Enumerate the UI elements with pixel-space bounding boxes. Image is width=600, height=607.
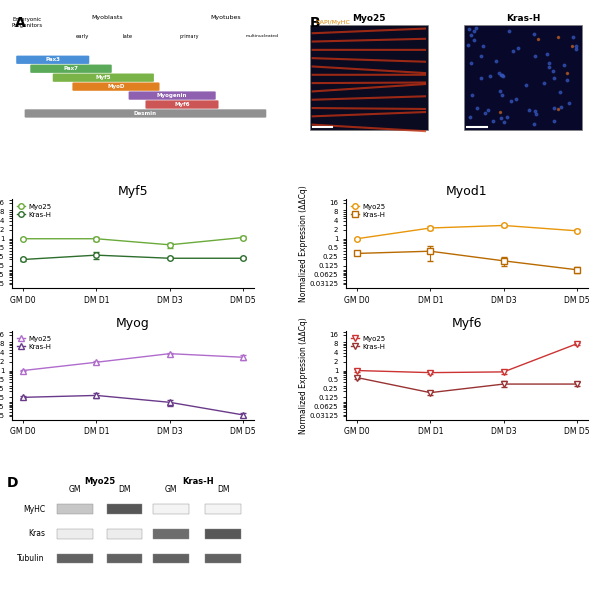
Legend: Myo25, Kras-H: Myo25, Kras-H: [349, 334, 386, 351]
FancyBboxPatch shape: [145, 100, 218, 109]
Text: DAPI/MyHC: DAPI/MyHC: [316, 20, 350, 25]
Text: primary: primary: [179, 34, 199, 39]
FancyBboxPatch shape: [30, 64, 112, 73]
Text: Myo25: Myo25: [352, 14, 386, 23]
Bar: [153, 554, 189, 563]
Bar: [205, 554, 241, 563]
Text: Myf6: Myf6: [174, 102, 190, 107]
Bar: [310, 25, 428, 130]
Bar: [57, 554, 93, 563]
Text: GM: GM: [69, 485, 82, 493]
Bar: [153, 529, 189, 538]
Text: DM: DM: [118, 485, 131, 493]
Text: GM: GM: [165, 485, 178, 493]
Text: MyoD: MyoD: [107, 84, 125, 89]
Text: Pax7: Pax7: [64, 66, 79, 71]
Text: Embryonic
Progenitors: Embryonic Progenitors: [12, 17, 43, 28]
Legend: Myo25, Kras-H: Myo25, Kras-H: [16, 334, 52, 351]
Text: late: late: [122, 34, 132, 39]
FancyBboxPatch shape: [128, 92, 216, 100]
Text: DM: DM: [217, 485, 229, 493]
Bar: [464, 25, 583, 130]
Text: Kras: Kras: [28, 529, 45, 538]
Text: Myf5: Myf5: [95, 75, 111, 80]
Text: Pax3: Pax3: [45, 57, 60, 63]
Bar: [107, 554, 142, 563]
Text: B: B: [310, 16, 320, 30]
Text: A: A: [15, 16, 26, 30]
FancyBboxPatch shape: [73, 83, 160, 91]
Text: MyHC: MyHC: [23, 504, 45, 514]
Text: Myoblasts: Myoblasts: [92, 15, 124, 19]
Title: Myog: Myog: [116, 316, 150, 330]
Text: Myo25: Myo25: [84, 478, 115, 486]
Text: Myogenin: Myogenin: [157, 93, 187, 98]
Text: multinucleated: multinucleated: [245, 34, 278, 38]
Text: Desmin: Desmin: [134, 111, 157, 116]
Legend: Myo25, Kras-H: Myo25, Kras-H: [349, 202, 386, 219]
Y-axis label: Normalized Expression (ΔΔCq): Normalized Expression (ΔΔCq): [299, 317, 308, 433]
Text: D: D: [7, 476, 18, 490]
Text: Myotubes: Myotubes: [210, 15, 241, 19]
Bar: [107, 504, 142, 514]
Text: Kras-H: Kras-H: [183, 478, 214, 486]
Text: Kras-H: Kras-H: [506, 14, 541, 23]
Bar: [153, 504, 189, 514]
Title: Myf6: Myf6: [452, 316, 482, 330]
Bar: [107, 529, 142, 538]
Title: Myf5: Myf5: [118, 185, 148, 198]
Y-axis label: Normalized Expression (ΔΔCq): Normalized Expression (ΔΔCq): [299, 185, 308, 302]
Bar: [57, 529, 93, 538]
Text: Tubulin: Tubulin: [17, 554, 45, 563]
Bar: [57, 504, 93, 514]
Bar: [205, 529, 241, 538]
Text: early: early: [76, 34, 89, 39]
Bar: [205, 504, 241, 514]
FancyBboxPatch shape: [53, 73, 154, 82]
FancyBboxPatch shape: [16, 56, 89, 64]
Title: Myod1: Myod1: [446, 185, 488, 198]
FancyBboxPatch shape: [25, 109, 266, 118]
Legend: Myo25, Kras-H: Myo25, Kras-H: [16, 202, 52, 219]
